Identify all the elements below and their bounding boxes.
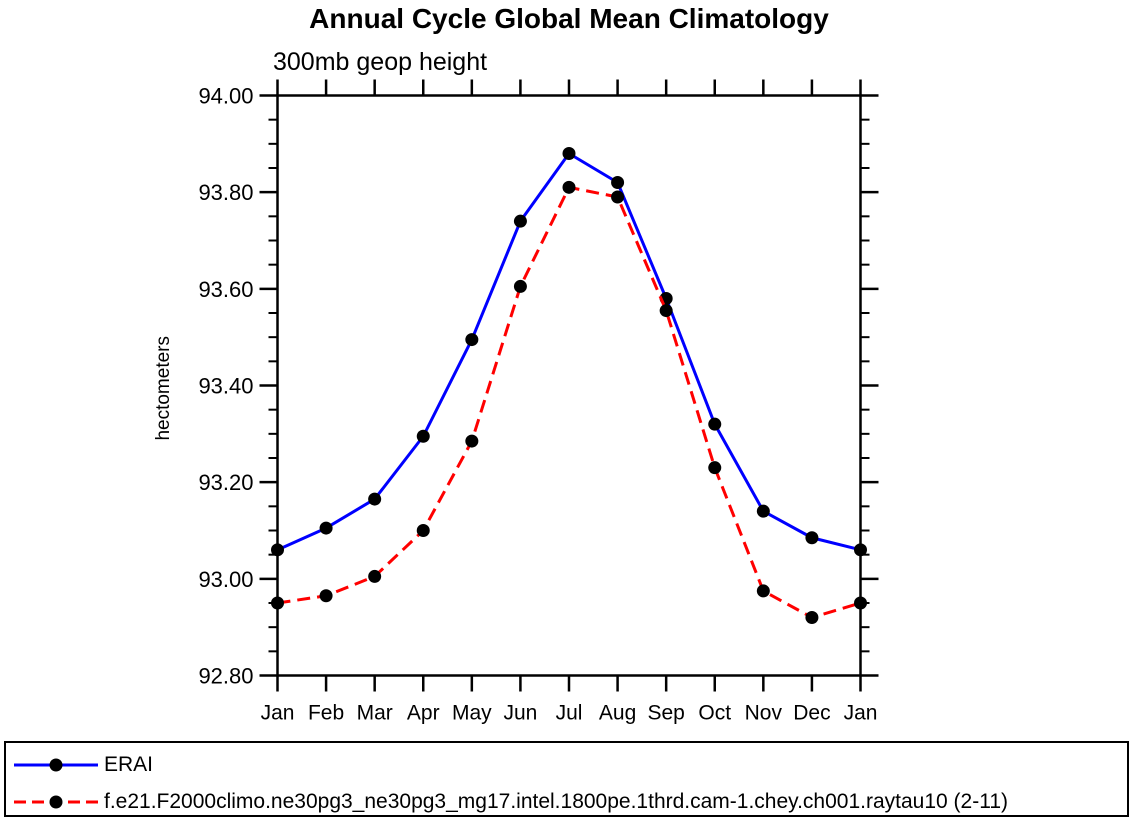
erai-line-sample-icon	[14, 758, 98, 772]
series-marker-1	[319, 589, 333, 603]
series-marker-1	[368, 569, 382, 583]
series-marker-1	[513, 279, 527, 293]
series-marker-0	[756, 504, 770, 518]
model-line-sample-icon	[14, 795, 98, 809]
series-marker-0	[708, 417, 722, 431]
series-marker-0	[465, 333, 479, 347]
series-line-0	[276, 152, 861, 552]
x-tick-label: Jan	[261, 702, 295, 725]
chart-title: Annual Cycle Global Mean Climatology	[309, 3, 829, 34]
y-tick-label: 92.80	[198, 664, 253, 689]
series-marker-1	[465, 434, 479, 448]
series-marker-0	[611, 176, 625, 189]
series-marker-1	[708, 461, 722, 475]
y-tick-label: 93.20	[198, 470, 253, 495]
x-tick-label: Feb	[308, 702, 344, 725]
series-marker-1	[611, 190, 625, 204]
series-marker-0	[562, 147, 576, 160]
y-tick-label: 93.80	[198, 180, 253, 205]
legend-entry-erai: ERAI	[12, 751, 153, 779]
x-tick-label: Jan	[844, 702, 878, 725]
plot-frame	[276, 94, 862, 677]
y-tick-label: 93.40	[198, 374, 253, 399]
series-marker-0	[513, 214, 527, 228]
chart-subtitle: 300mb geop height	[273, 48, 488, 76]
series-marker-0	[319, 521, 333, 535]
series-marker-1	[562, 180, 576, 194]
series-marker-1	[271, 596, 284, 610]
x-tick-label: Mar	[357, 702, 393, 725]
x-tick-label: May	[452, 702, 492, 725]
series-marker-0	[854, 543, 867, 557]
legend-entry-model: f.e21.F2000climo.ne30pg3_ne30pg3_mg17.in…	[12, 788, 1008, 816]
y-tick-label: 93.60	[198, 277, 253, 302]
x-tick-label: Jun	[503, 702, 537, 725]
y-tick-label: 94.00	[198, 84, 253, 109]
x-tick-label: Oct	[698, 702, 731, 725]
series-line-1	[277, 185, 861, 619]
series-marker-1	[659, 304, 673, 318]
series-marker-0	[416, 429, 430, 443]
series-marker-1	[854, 596, 867, 610]
series-marker-0	[368, 492, 382, 506]
x-tick-label: Dec	[793, 702, 830, 725]
series-marker-0	[271, 543, 284, 557]
series-marker-1	[756, 584, 770, 598]
x-tick-label: Aug	[599, 702, 636, 725]
x-tick-label: Jul	[556, 702, 583, 725]
series-marker-1	[416, 524, 430, 537]
x-tick-label: Sep	[647, 702, 684, 725]
legend-label-model: f.e21.F2000climo.ne30pg3_ne30pg3_mg17.in…	[104, 790, 1009, 813]
y-tick-label: 93.00	[198, 567, 253, 592]
legend-box: ERAI f.e21.F2000climo.ne30pg3_ne30pg3_mg…	[4, 741, 1129, 817]
x-tick-label: Nov	[745, 702, 783, 725]
legend-label-erai: ERAI	[104, 753, 154, 776]
x-tick-label: Apr	[407, 702, 440, 725]
series-marker-1	[805, 611, 819, 624]
series-marker-0	[805, 531, 819, 545]
